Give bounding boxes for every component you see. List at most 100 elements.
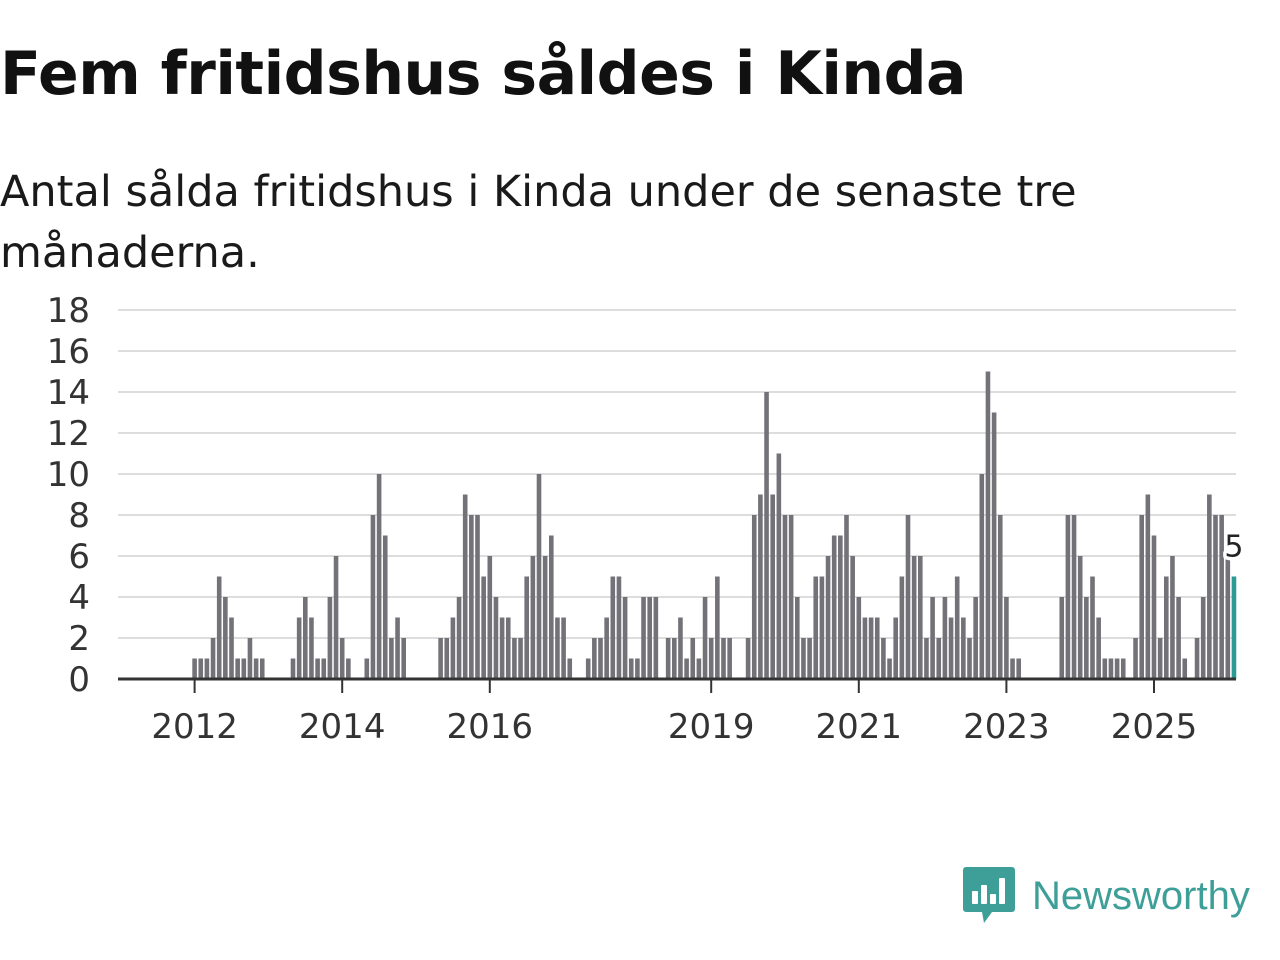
- bar: [382, 535, 388, 679]
- bar: [475, 515, 480, 679]
- bar: [991, 412, 997, 679]
- bar: [309, 617, 314, 679]
- bar: [1016, 658, 1021, 679]
- bar: [973, 597, 978, 679]
- bar: [592, 638, 597, 679]
- bar: [838, 535, 843, 679]
- bar: [585, 658, 591, 679]
- bar: [561, 617, 566, 679]
- bar: [364, 658, 370, 679]
- bar: [696, 658, 702, 679]
- bar: [401, 638, 406, 679]
- x-tick-label: 2023: [963, 707, 1050, 747]
- bar: [438, 638, 443, 679]
- bar: [444, 638, 450, 679]
- bar: [1108, 658, 1114, 679]
- bar: [247, 638, 253, 679]
- bar: [979, 474, 985, 679]
- bar: [499, 617, 505, 679]
- bar: [899, 576, 905, 679]
- bar: [210, 638, 216, 679]
- bar: [813, 576, 819, 679]
- bar: [1071, 515, 1077, 679]
- bar: [259, 658, 265, 679]
- bar: [1084, 597, 1089, 679]
- bar: [1170, 556, 1175, 679]
- bar: [315, 658, 320, 679]
- bar: [961, 617, 966, 679]
- bar: [924, 638, 929, 679]
- bar: [555, 617, 560, 679]
- bar: [672, 638, 677, 679]
- bar: [487, 556, 493, 679]
- bar: [708, 638, 714, 679]
- y-tick-label: 2: [68, 619, 90, 659]
- bar: [831, 535, 837, 679]
- bar: [628, 658, 634, 679]
- bar: [881, 638, 886, 679]
- bar: [684, 658, 689, 679]
- bar: [1133, 638, 1138, 679]
- bar: [862, 617, 868, 679]
- bar: [462, 494, 468, 679]
- bar: [1145, 494, 1151, 679]
- bar: [1010, 658, 1015, 679]
- bar: [985, 371, 991, 679]
- bar: [635, 658, 640, 679]
- bar: [512, 638, 517, 679]
- bar: [1102, 658, 1108, 679]
- bar: [653, 597, 659, 679]
- bar: [223, 597, 228, 679]
- bar: [389, 638, 394, 679]
- y-tick-label: 14: [47, 373, 90, 413]
- bar: [715, 576, 720, 679]
- bar: [918, 556, 923, 679]
- x-tick-label: 2019: [668, 707, 755, 747]
- bar: [819, 576, 825, 679]
- bar: [905, 515, 911, 679]
- brand-logo[interactable]: Newsworthy: [962, 864, 1250, 928]
- bar: [1139, 515, 1144, 679]
- bar: [536, 474, 542, 679]
- bar: [844, 515, 849, 679]
- x-tick-label: 2021: [816, 707, 903, 747]
- bar: [290, 658, 296, 679]
- bar: [967, 638, 972, 679]
- bar: [604, 617, 609, 679]
- newsworthy-logo-icon: [963, 867, 1015, 923]
- bar: [770, 494, 775, 679]
- bar: [782, 515, 788, 679]
- bar: [893, 617, 898, 679]
- y-tick-label: 16: [47, 332, 90, 372]
- bar: [727, 638, 732, 679]
- bar: [745, 638, 751, 679]
- bar: [1213, 515, 1218, 679]
- x-tick-label: 2016: [447, 707, 534, 747]
- bar: [204, 658, 210, 679]
- bar: [948, 617, 954, 679]
- bar: [303, 597, 308, 679]
- bar: [665, 638, 671, 679]
- bar: [622, 597, 628, 679]
- bar: [370, 515, 376, 679]
- bar: [868, 617, 874, 679]
- bar: [887, 658, 892, 679]
- x-tick-label: 2014: [299, 707, 386, 747]
- bar: [610, 576, 616, 679]
- bar: [1182, 658, 1188, 679]
- bars: [192, 371, 1237, 679]
- bar: [524, 576, 529, 679]
- bar: [469, 515, 474, 679]
- bar: [942, 597, 948, 679]
- bar: [321, 658, 327, 679]
- bar: [788, 515, 794, 679]
- y-tick-label: 8: [68, 496, 90, 536]
- bar: [1151, 535, 1157, 679]
- bar: [616, 576, 622, 679]
- y-tick-label: 4: [68, 578, 90, 618]
- bar: [327, 597, 333, 679]
- bar: [1096, 617, 1101, 679]
- chart-title: Fem fritidshus såldes i Kinda: [0, 39, 967, 109]
